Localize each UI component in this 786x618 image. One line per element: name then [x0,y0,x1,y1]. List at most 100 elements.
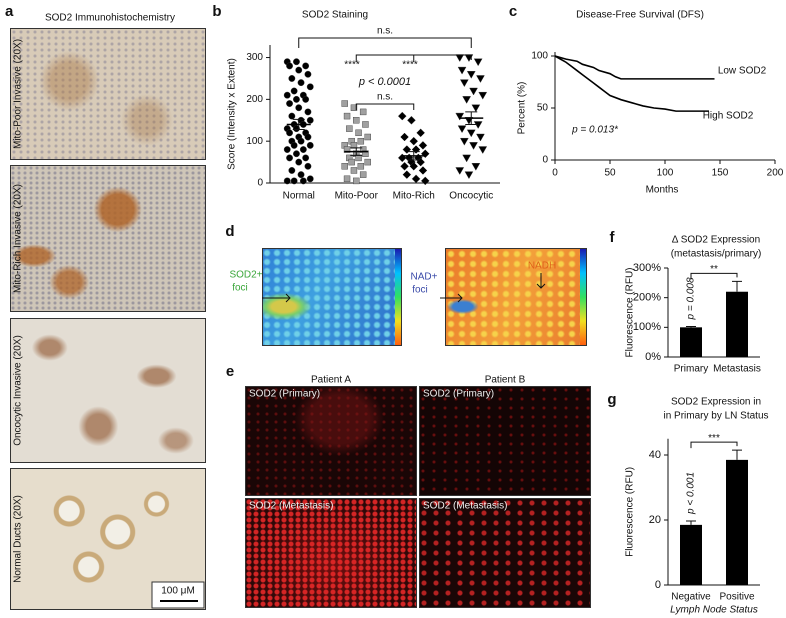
y-axis-label: Percent (%) [517,82,528,135]
x-tick-label: Negative [671,592,711,603]
x-tick-label: 200 [767,168,784,179]
data-point [346,125,353,132]
data-point [302,95,310,103]
y-tick-label: 50 [537,103,549,114]
panel-letter: e [226,363,234,380]
bracket [690,272,738,280]
chart-title: Δ SOD2 Expression [672,235,760,246]
y-tick-label: 100 [246,136,263,147]
annotation: p < 0.001 [686,472,697,515]
data-point [420,176,430,186]
y-tick-label: 40 [649,449,661,461]
data-point [471,163,481,171]
image-label: Mito-Poor Invasive (20X) [13,39,24,149]
panel-letter: c [509,3,517,20]
image-label: Mito-Rich Invasive (20X) [13,184,24,293]
data-point [476,75,485,83]
data-point [397,153,407,163]
x-tick-label: Metastasis [713,364,761,375]
annotation: n.s. [377,26,393,37]
chart-title: Disease-Free Survival (DFS) [576,10,704,21]
data-point [355,129,362,137]
ihc-image [10,165,206,312]
data-point [466,129,476,138]
data-point [297,171,305,179]
annotation: *** [708,433,720,444]
survival-curve [554,55,715,80]
data-point [286,62,293,70]
data-point [304,162,312,170]
data-point [353,117,360,124]
x-tick-label: Normal [283,191,315,202]
data-point [471,104,481,113]
y-tick-label: 0 [542,155,548,166]
data-point [293,95,300,103]
data-point [416,128,425,138]
data-point [350,167,358,174]
sem-bar [407,151,420,161]
bracket [355,54,472,62]
panel-title: SOD2 Immunohistochemistry [45,13,175,24]
sem-bar [465,111,478,125]
x-tick-label: 0 [552,168,558,179]
x-tick-label: Oncocytic [449,191,493,202]
heatmap-label: foci [412,285,428,296]
y-tick-label: 300 [246,52,263,63]
data-point [418,166,428,175]
data-point [283,91,291,99]
data-point [288,112,296,120]
data-point [362,150,369,157]
heatmap-label: NAD+ [411,272,438,283]
x-axis-label: Lymph Node Status [670,605,758,616]
fluorescence-image [419,498,591,608]
data-point [283,146,291,153]
data-point [400,161,409,171]
sem-bar [292,118,305,130]
annotation: **** [344,60,360,71]
x-tick-label: 150 [712,168,729,179]
annotation: p = 0.013* [571,125,619,136]
y-tick-label: 300% [633,262,661,274]
data-point [359,108,367,116]
data-point [293,58,300,66]
bracket [690,441,738,449]
y-axis-label: Fluorescence (RFU) [625,267,636,357]
fluorescence-image [245,498,417,608]
data-point [460,137,469,146]
data-point [302,62,310,70]
annotation: p < 0.0001 [358,76,411,88]
x-tick-label: Mito-Poor [335,191,379,202]
image-label: SOD2 (Metastasis) [249,501,333,512]
image-label: Oncocytic Invasive (20X) [13,335,24,446]
data-point [476,133,485,142]
fluorescence-image [419,386,591,496]
data-point [362,121,369,128]
y-tick-label: 0% [645,351,661,363]
data-point [288,167,296,174]
data-point [290,87,298,95]
heatmap-label: SOD2+ [229,270,262,281]
data-point [402,170,412,179]
y-tick-label: 0 [257,178,263,189]
y-tick-label: 100% [633,321,661,333]
heatmap-label: foci [232,283,248,294]
data-point [466,71,476,79]
x-tick-label: Positive [719,592,754,603]
panel-letter: d [225,223,234,240]
bar [726,291,748,357]
y-tick-label: 0 [655,579,661,591]
bar [680,327,702,357]
data-point [286,154,293,162]
data-point [306,175,314,183]
bracket [298,37,472,48]
data-point [343,175,351,183]
data-point [411,174,421,184]
data-point [288,75,296,82]
bar [726,459,748,585]
data-point [357,137,365,145]
data-point [407,115,416,125]
data-point [359,171,367,178]
data-point [478,146,488,154]
data-point [343,112,351,120]
